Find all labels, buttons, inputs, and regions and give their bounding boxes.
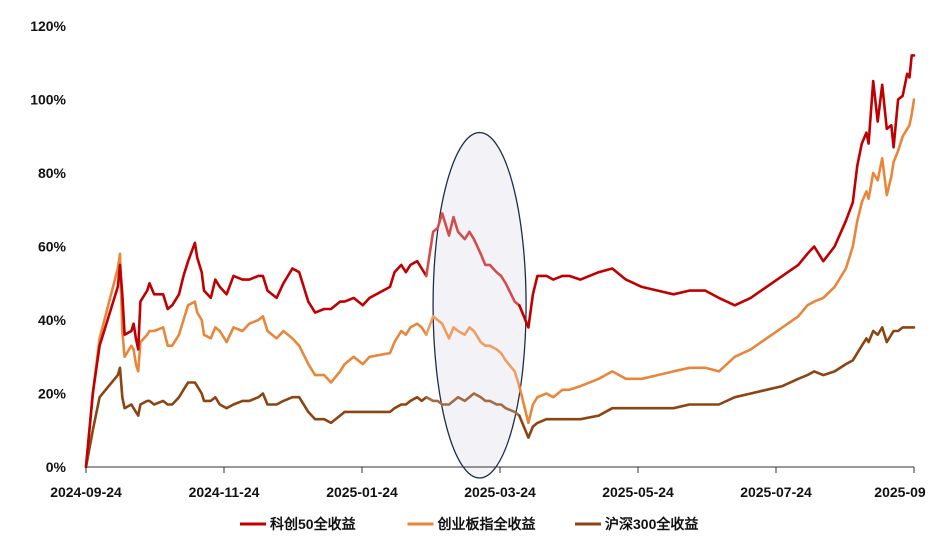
x-tick-label: 2025-09 — [874, 484, 926, 500]
y-tick-label: 100% — [30, 92, 66, 108]
y-tick-label: 80% — [38, 165, 67, 181]
series-line-0-seg-1 — [424, 212, 521, 307]
y-tick-label: 120% — [30, 18, 66, 34]
series-line-0-seg-0 — [84, 241, 428, 469]
y-tick-label: 40% — [38, 312, 67, 328]
x-tick-label: 2025-05-24 — [602, 484, 674, 500]
y-axis: 0% 20% 40% 60% 80% 100% 120% — [30, 18, 66, 475]
series-line-1-seg-0 — [84, 252, 428, 469]
series-layer — [84, 54, 916, 469]
x-tick-label: 2025-07-24 — [740, 484, 812, 500]
series-line-2-seg-2 — [517, 326, 916, 439]
legend-label: 创业板指全收益 — [437, 516, 536, 532]
x-axis: 2024-09-24 2024-11-24 2025-01-24 2025-03-24… — [50, 467, 926, 500]
y-tick-label: 60% — [38, 239, 67, 255]
y-tick-label: 0% — [46, 459, 67, 475]
x-tick-label: 2024-11-24 — [189, 484, 260, 500]
legend-label: 沪深300全收益 — [605, 516, 698, 532]
series-line-1-seg-1 — [424, 314, 521, 388]
x-tick-label: 2024-09-24 — [50, 484, 122, 500]
series-line-2-seg-1 — [424, 392, 521, 417]
series-line-2-seg-0 — [84, 366, 428, 469]
legend: 科创50全收益 创业板指全收益 沪深300全收益 — [240, 516, 698, 532]
x-tick-label: 2025-01-24 — [326, 484, 398, 500]
x-tick-label: 2025-03-24 — [464, 484, 536, 500]
y-tick-label: 20% — [38, 386, 67, 402]
legend-label: 科创50全收益 — [270, 516, 356, 532]
series-line-1-seg-2 — [517, 98, 916, 425]
series-line-0-seg-2 — [517, 54, 916, 329]
highlight-ellipse — [432, 131, 527, 479]
highlight-layer — [432, 131, 527, 479]
